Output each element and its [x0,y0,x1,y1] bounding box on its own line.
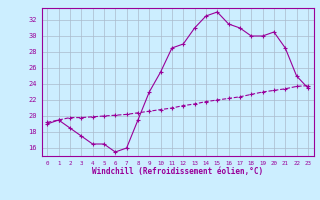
X-axis label: Windchill (Refroidissement éolien,°C): Windchill (Refroidissement éolien,°C) [92,167,263,176]
